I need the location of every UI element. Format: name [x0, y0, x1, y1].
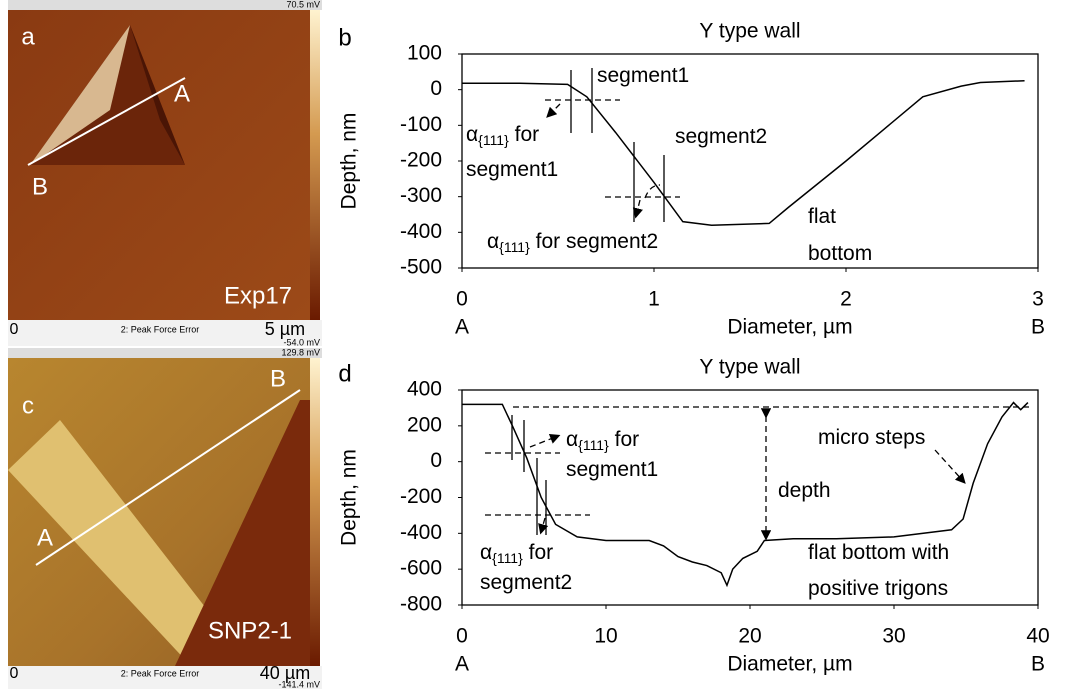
- panel-letter: c: [22, 392, 34, 419]
- y-tick-label: -200: [400, 485, 442, 508]
- y-tick-label: -500: [400, 256, 442, 279]
- origin-label: 0: [10, 321, 19, 338]
- x-start-label: A: [455, 316, 469, 339]
- point-label: B: [32, 173, 48, 200]
- y-tick-label: -400: [400, 220, 442, 243]
- x-tick-label: 0: [456, 625, 468, 648]
- channel-label: 2: Peak Force Error: [121, 324, 200, 334]
- annotation-text: for: [509, 123, 539, 146]
- x-tick-label: 2: [840, 288, 852, 311]
- annotation: flat: [808, 205, 836, 228]
- sample-label: SNP2-1: [208, 617, 292, 644]
- annotation-text: for segment2: [530, 230, 658, 253]
- panel-letter: d: [338, 360, 351, 387]
- annotation-subscript: {111}: [578, 437, 609, 453]
- origin-label: 0: [10, 665, 19, 682]
- annotation-text: segment2: [675, 125, 767, 148]
- annotation: α{111} for: [480, 541, 553, 566]
- y-tick-label: -800: [400, 593, 442, 616]
- y-axis-title: Depth, nm: [338, 113, 361, 210]
- annotation: α{111} for segment2: [487, 230, 658, 255]
- annotation: α{111} for: [466, 123, 539, 148]
- y-axis-title: Depth, nm: [338, 449, 361, 546]
- annotation-text: segment2: [480, 571, 572, 594]
- y-tick-label: 400: [407, 378, 442, 401]
- x-end-label: B: [1031, 316, 1045, 339]
- annotation-text: segment1: [566, 458, 658, 481]
- x-tick-label: 10: [594, 625, 617, 648]
- annotation-text: depth: [778, 479, 831, 502]
- figure: a A B Exp17 0 2: Peak Force Error 5 µm 70.5 mV -…: [0, 0, 1083, 689]
- annotation-text: flat: [808, 205, 836, 228]
- annotation: micro steps: [818, 426, 925, 449]
- annotation-subscript: {111}: [478, 132, 509, 148]
- annotation-text: positive trigons: [808, 577, 948, 600]
- annotation: depth: [778, 479, 831, 502]
- channel-label: 2: Peak Force Error: [121, 668, 200, 678]
- x-tick-label: 40: [1026, 625, 1049, 648]
- annotation-symbol: α: [487, 230, 499, 253]
- colorbar-max: 70.5 mV: [286, 0, 320, 9]
- y-tick-label: 0: [430, 77, 442, 100]
- point-label: A: [174, 80, 190, 107]
- scale-label: 5 µm: [265, 319, 305, 339]
- y-tick-label: -600: [400, 557, 442, 580]
- annotation-text: flat bottom with: [808, 541, 949, 564]
- annotation-text: for: [523, 541, 553, 564]
- annotation-symbol: α: [466, 123, 478, 146]
- y-tick-label: 100: [407, 42, 442, 65]
- annotation: α{111} for: [566, 428, 639, 453]
- sample-label: Exp17: [224, 282, 292, 309]
- annotation-symbol: α: [566, 428, 578, 451]
- panel-letter: a: [21, 23, 35, 50]
- y-tick-label: -100: [400, 113, 442, 136]
- annotation: segment2: [480, 571, 572, 594]
- annotation: segment1: [597, 64, 689, 87]
- x-axis-title: Diameter, µm: [727, 653, 852, 676]
- annotation: segment1: [466, 158, 558, 181]
- x-end-label: B: [1031, 653, 1045, 676]
- chart-title: Y type wall: [699, 356, 800, 379]
- x-tick-label: 0: [456, 288, 468, 311]
- y-tick-label: 200: [407, 413, 442, 436]
- annotation-text: segment1: [597, 64, 689, 87]
- annotation: bottom: [808, 242, 872, 265]
- annotation-subscript: {111}: [499, 239, 530, 255]
- colorbar-min: -141.4 mV: [278, 679, 320, 689]
- profile-line: [462, 81, 1025, 225]
- annotation: positive trigons: [808, 577, 948, 600]
- colorbar-max: 129.8 mV: [281, 347, 320, 357]
- panel-letter: b: [338, 24, 351, 51]
- annotation: segment1: [566, 458, 658, 481]
- x-tick-label: 30: [882, 625, 905, 648]
- annotation-text: for: [609, 428, 639, 451]
- colorbar-min: -54.0 mV: [283, 337, 320, 347]
- y-tick-label: -200: [400, 149, 442, 172]
- x-axis-title: Diameter, µm: [727, 316, 852, 339]
- x-tick-label: 1: [648, 288, 660, 311]
- x-start-label: A: [455, 653, 469, 676]
- annotation-text: micro steps: [818, 426, 925, 449]
- chart-title: Y type wall: [699, 20, 800, 43]
- annotation-text: segment1: [466, 158, 558, 181]
- x-tick-label: 20: [738, 625, 761, 648]
- annotation-subscript: {111}: [492, 550, 523, 566]
- annotation: flat bottom with: [808, 541, 949, 564]
- annotation: segment2: [675, 125, 767, 148]
- x-tick-label: 3: [1032, 288, 1044, 311]
- point-label: B: [270, 365, 286, 392]
- annotation-text: bottom: [808, 242, 872, 265]
- y-tick-label: -300: [400, 184, 442, 207]
- y-tick-label: 0: [430, 449, 442, 472]
- y-tick-label: -400: [400, 521, 442, 544]
- point-label: A: [37, 524, 53, 551]
- annotation-symbol: α: [480, 541, 492, 564]
